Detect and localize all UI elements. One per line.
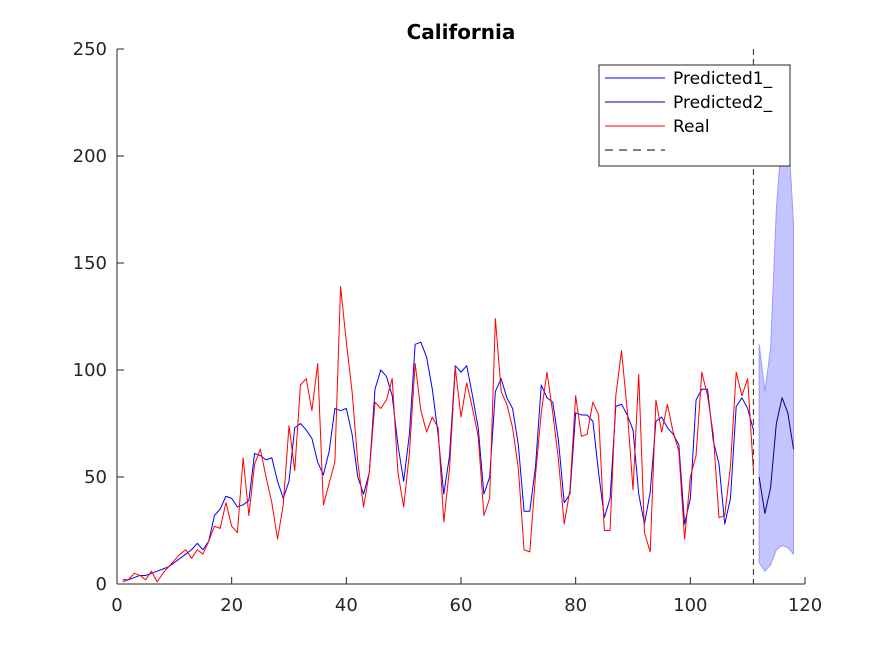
x-tick-label: 80 bbox=[564, 595, 587, 616]
series-line-real bbox=[122, 286, 754, 583]
x-tick-label: 40 bbox=[335, 595, 358, 616]
x-tick-label: 120 bbox=[788, 595, 822, 616]
y-tick-label: 150 bbox=[73, 253, 107, 274]
x-tick-label: 20 bbox=[220, 595, 243, 616]
series-line-predicted2 bbox=[758, 397, 795, 514]
legend-label: Predicted2_ bbox=[673, 93, 773, 113]
x-tick-label: 100 bbox=[673, 595, 707, 616]
legend: Predicted1_ Predicted2_ Real bbox=[598, 64, 791, 167]
y-tick-label: 100 bbox=[73, 360, 107, 381]
x-tick-label: 0 bbox=[111, 595, 122, 616]
y-tick-label: 200 bbox=[73, 146, 107, 167]
confidence-band-layer bbox=[758, 122, 795, 572]
chart-title: California bbox=[407, 20, 516, 44]
axes-layer: 0 20 40 60 80 100 120 0 50 100 150 200 250 bbox=[73, 39, 823, 616]
legend-label: Predicted1_ bbox=[673, 69, 773, 89]
confidence-band bbox=[758, 122, 795, 572]
legend-box bbox=[598, 64, 791, 167]
y-tick-label: 0 bbox=[96, 574, 107, 595]
series-layer bbox=[122, 49, 795, 584]
y-tick-label: 50 bbox=[84, 467, 107, 488]
legend-label: Real bbox=[673, 117, 710, 137]
y-tick-label: 250 bbox=[73, 39, 107, 60]
x-tick-label: 60 bbox=[450, 595, 473, 616]
